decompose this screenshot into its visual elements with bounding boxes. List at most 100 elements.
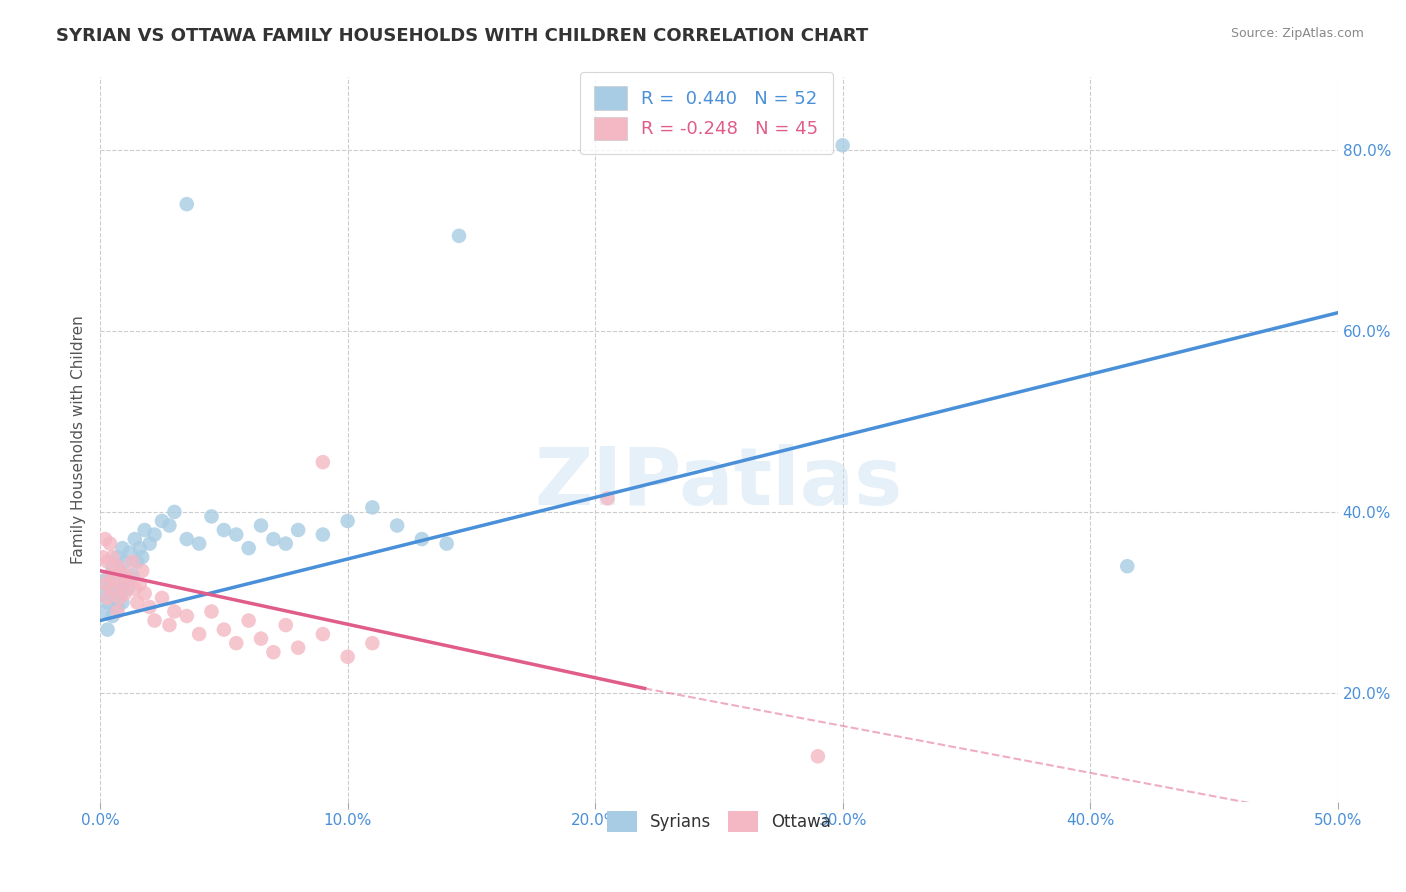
Point bbox=[200, 605, 222, 619]
Point bbox=[807, 749, 830, 764]
Text: Source: ZipAtlas.com: Source: ZipAtlas.com bbox=[1230, 27, 1364, 40]
Point bbox=[138, 599, 160, 614]
Point bbox=[121, 568, 143, 582]
Point bbox=[287, 523, 309, 537]
Point bbox=[107, 550, 129, 565]
Point bbox=[98, 582, 121, 596]
Point bbox=[107, 605, 129, 619]
Point bbox=[138, 536, 160, 550]
Point bbox=[312, 527, 335, 541]
Point bbox=[411, 532, 433, 546]
Point bbox=[336, 514, 359, 528]
Point bbox=[238, 614, 260, 628]
Point bbox=[101, 559, 124, 574]
Point bbox=[96, 591, 118, 605]
Point bbox=[117, 568, 139, 582]
Point bbox=[163, 505, 186, 519]
Point bbox=[108, 564, 131, 578]
Point bbox=[143, 527, 166, 541]
Point bbox=[94, 605, 117, 619]
Point bbox=[225, 527, 247, 541]
Point bbox=[131, 550, 153, 565]
Point bbox=[96, 595, 118, 609]
Point bbox=[107, 559, 129, 574]
Point bbox=[134, 523, 156, 537]
Point bbox=[385, 518, 408, 533]
Point bbox=[212, 523, 235, 537]
Point bbox=[98, 568, 121, 582]
Point bbox=[188, 536, 211, 550]
Point bbox=[114, 586, 136, 600]
Point bbox=[238, 541, 260, 555]
Point bbox=[150, 591, 173, 605]
Y-axis label: Family Households with Children: Family Households with Children bbox=[72, 315, 86, 564]
Point bbox=[250, 518, 273, 533]
Point bbox=[176, 532, 198, 546]
Point bbox=[262, 645, 284, 659]
Point bbox=[108, 586, 131, 600]
Point bbox=[361, 500, 384, 515]
Point bbox=[312, 455, 335, 469]
Point bbox=[159, 618, 181, 632]
Point bbox=[127, 595, 149, 609]
Point bbox=[131, 564, 153, 578]
Point bbox=[98, 568, 121, 582]
Point bbox=[114, 573, 136, 587]
Point bbox=[143, 614, 166, 628]
Point bbox=[188, 627, 211, 641]
Point bbox=[128, 577, 150, 591]
Point bbox=[94, 532, 117, 546]
Point bbox=[250, 632, 273, 646]
Point bbox=[108, 591, 131, 605]
Point bbox=[176, 197, 198, 211]
Point bbox=[274, 618, 297, 632]
Point bbox=[163, 605, 186, 619]
Point bbox=[124, 532, 146, 546]
Point bbox=[111, 541, 134, 555]
Point bbox=[101, 550, 124, 565]
Point bbox=[111, 595, 134, 609]
Point bbox=[287, 640, 309, 655]
Point bbox=[104, 577, 127, 591]
Point bbox=[101, 609, 124, 624]
Point bbox=[121, 555, 143, 569]
Point bbox=[98, 536, 121, 550]
Point bbox=[200, 509, 222, 524]
Point bbox=[312, 627, 335, 641]
Point bbox=[262, 532, 284, 546]
Text: ZIPatlas: ZIPatlas bbox=[534, 444, 903, 522]
Point bbox=[128, 541, 150, 555]
Point bbox=[124, 582, 146, 596]
Point bbox=[447, 228, 470, 243]
Point bbox=[159, 518, 181, 533]
Point bbox=[114, 555, 136, 569]
Point bbox=[94, 577, 117, 591]
Text: SYRIAN VS OTTAWA FAMILY HOUSEHOLDS WITH CHILDREN CORRELATION CHART: SYRIAN VS OTTAWA FAMILY HOUSEHOLDS WITH … bbox=[56, 27, 869, 45]
Point bbox=[1116, 559, 1139, 574]
Point bbox=[104, 591, 127, 605]
Point bbox=[107, 599, 129, 614]
Point bbox=[94, 573, 117, 587]
Point bbox=[118, 546, 141, 560]
Point bbox=[96, 623, 118, 637]
Point bbox=[176, 609, 198, 624]
Point bbox=[96, 555, 118, 569]
Point bbox=[111, 577, 134, 591]
Point bbox=[134, 586, 156, 600]
Point bbox=[91, 550, 114, 565]
Point bbox=[436, 536, 458, 550]
Point bbox=[225, 636, 247, 650]
Point bbox=[831, 138, 853, 153]
Point bbox=[108, 564, 131, 578]
Point bbox=[336, 649, 359, 664]
Point bbox=[118, 573, 141, 587]
Point bbox=[274, 536, 297, 550]
Legend: Syrians, Ottawa: Syrians, Ottawa bbox=[595, 799, 842, 844]
Point bbox=[101, 582, 124, 596]
Point bbox=[361, 636, 384, 650]
Point bbox=[91, 586, 114, 600]
Point bbox=[212, 623, 235, 637]
Point bbox=[596, 491, 619, 506]
Point bbox=[117, 582, 139, 596]
Point bbox=[150, 514, 173, 528]
